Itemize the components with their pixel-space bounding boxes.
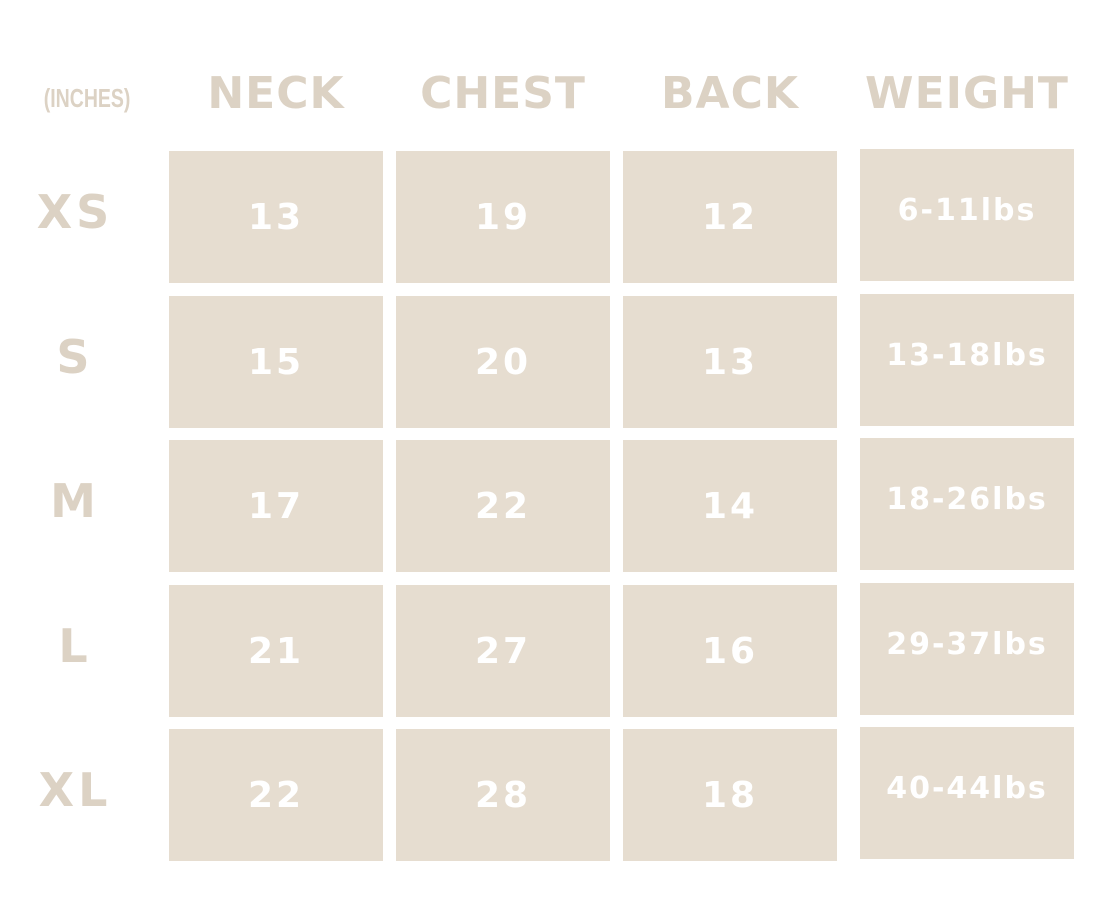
cell-xl-weight: 40-44lbs (860, 727, 1074, 859)
cell-s-neck: 15 (169, 296, 383, 428)
cell-m-back: 14 (623, 440, 837, 572)
size-label-xs: XS (36, 185, 114, 239)
cell-xs-weight: 6-11lbs (860, 149, 1074, 281)
cell-value: 18 (701, 774, 759, 816)
cell-m-neck: 17 (169, 440, 383, 572)
cell-value: 22 (474, 485, 532, 527)
cell-value: 15 (247, 341, 305, 383)
cell-m-weight: 18-26lbs (860, 438, 1074, 570)
cell-value: 13 (247, 196, 305, 238)
cell-value: 29-37lbs (886, 626, 1048, 662)
cell-value: 18-26lbs (886, 481, 1048, 517)
cell-l-back: 16 (623, 585, 837, 717)
size-label-s: S (56, 330, 94, 384)
cell-m-chest: 22 (396, 440, 610, 572)
cell-xl-neck: 22 (169, 729, 383, 861)
cell-xl-chest: 28 (396, 729, 610, 861)
cell-xs-chest: 19 (396, 151, 610, 283)
cell-value: 20 (474, 341, 532, 383)
cell-value: 40-44lbs (886, 770, 1048, 806)
cell-value: 27 (474, 630, 532, 672)
cell-l-neck: 21 (169, 585, 383, 717)
cell-l-weight: 29-37lbs (860, 583, 1074, 715)
cell-value: 14 (701, 485, 759, 527)
cell-value: 19 (474, 196, 532, 238)
column-header-back: BACK (661, 68, 799, 119)
size-label-xl: XL (38, 763, 112, 817)
cell-s-chest: 20 (396, 296, 610, 428)
cell-value: 13 (701, 341, 759, 383)
cell-s-back: 13 (623, 296, 837, 428)
size-label-l: L (58, 619, 92, 673)
cell-xl-back: 18 (623, 729, 837, 861)
size-label-m: M (50, 474, 100, 528)
cell-value: 13-18lbs (886, 337, 1048, 373)
cell-value: 21 (247, 630, 305, 672)
cell-s-weight: 13-18lbs (860, 294, 1074, 426)
units-label: (INCHES) (43, 83, 131, 113)
cell-value: 6-11lbs (897, 192, 1037, 228)
cell-value: 12 (701, 196, 759, 238)
cell-value: 22 (247, 774, 305, 816)
column-header-weight: WEIGHT (865, 68, 1069, 119)
cell-xs-back: 12 (623, 151, 837, 283)
column-header-chest: CHEST (420, 68, 586, 119)
cell-xs-neck: 13 (169, 151, 383, 283)
cell-value: 17 (247, 485, 305, 527)
cell-l-chest: 27 (396, 585, 610, 717)
column-header-neck: NECK (207, 68, 345, 119)
cell-value: 28 (474, 774, 532, 816)
cell-value: 16 (701, 630, 759, 672)
